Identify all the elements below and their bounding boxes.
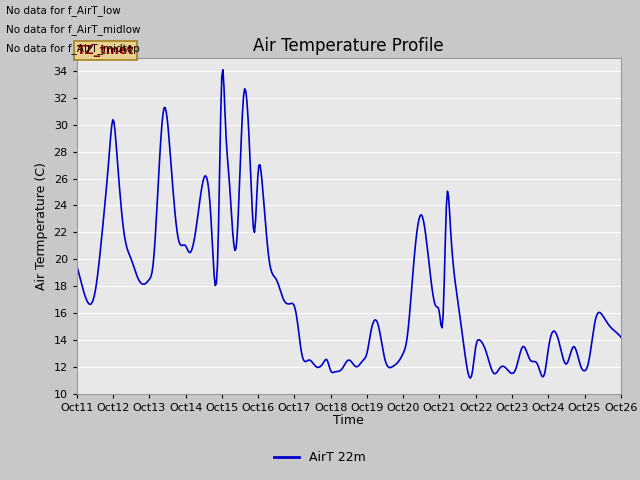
Title: Air Temperature Profile: Air Temperature Profile: [253, 36, 444, 55]
X-axis label: Time: Time: [333, 414, 364, 427]
Text: No data for f_AirT_midlow: No data for f_AirT_midlow: [6, 24, 141, 35]
Legend: AirT 22m: AirT 22m: [269, 446, 371, 469]
Text: No data for f_AirT_midtop: No data for f_AirT_midtop: [6, 43, 140, 54]
Text: TZ_tmet: TZ_tmet: [77, 44, 134, 57]
Text: No data for f_AirT_low: No data for f_AirT_low: [6, 5, 121, 16]
Y-axis label: Air Termperature (C): Air Termperature (C): [35, 162, 48, 289]
